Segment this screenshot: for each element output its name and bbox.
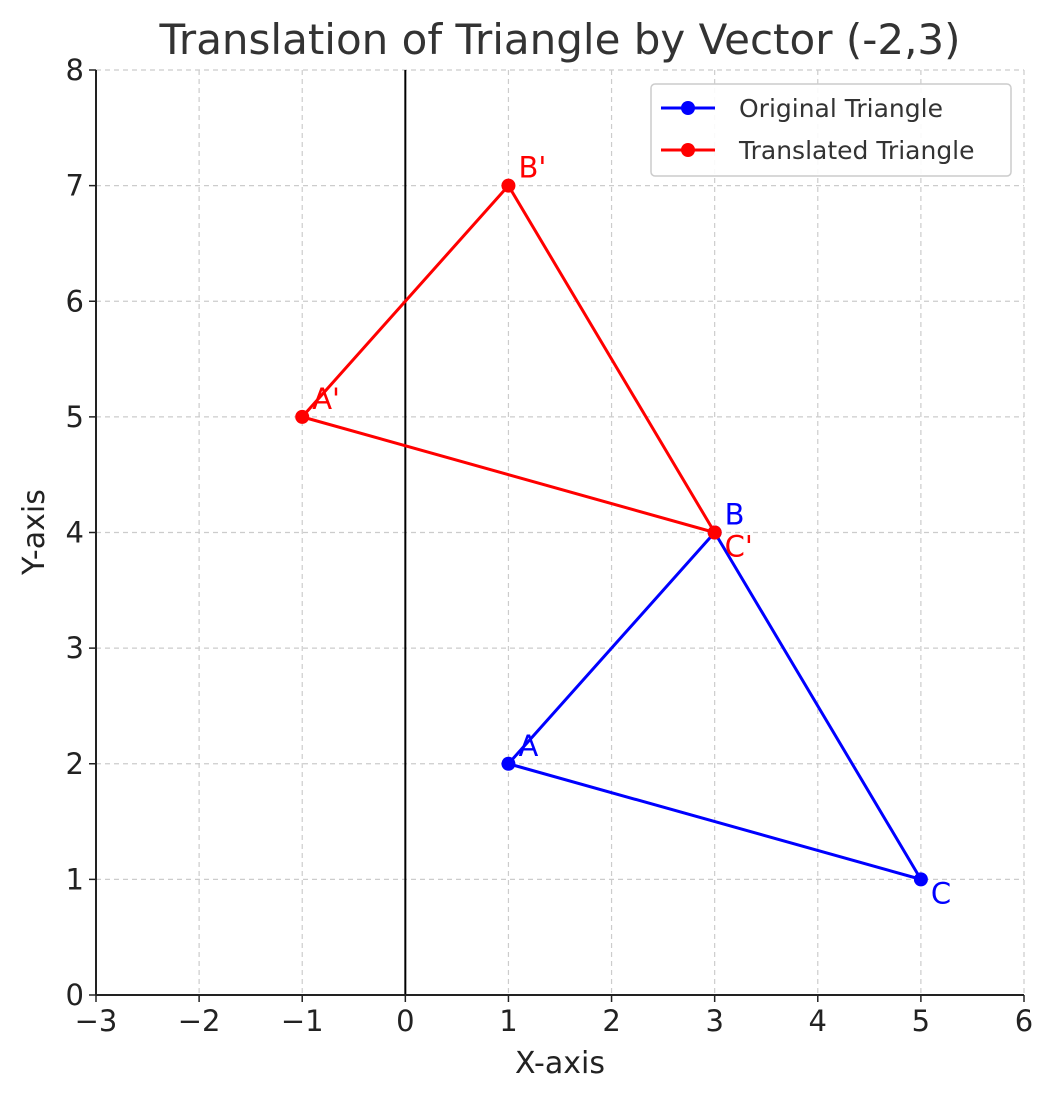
x-tick-label-1: −2 bbox=[178, 1004, 221, 1038]
legend-box bbox=[650, 83, 1012, 177]
y-tick-label-3: 3 bbox=[66, 631, 84, 665]
y-tick-label-0: 0 bbox=[66, 978, 84, 1012]
y-tick-label-6: 6 bbox=[66, 284, 84, 318]
y-tick-label-7: 7 bbox=[66, 169, 84, 203]
point-label-1-2: C' bbox=[725, 530, 753, 564]
x-tick-label-4: 1 bbox=[499, 1004, 517, 1038]
point-label-0-2: C bbox=[931, 876, 951, 910]
x-tick-label-6: 3 bbox=[705, 1004, 723, 1038]
series-layer: A B C A' B' C' bbox=[295, 151, 951, 910]
x-tick-label-9: 6 bbox=[1015, 1004, 1033, 1038]
x-axis-label: X-axis bbox=[515, 1046, 605, 1081]
point-label-1-0: A' bbox=[312, 382, 340, 416]
legend: Original Triangle Translated Triangle bbox=[650, 83, 1012, 177]
point-label-0-0: A bbox=[518, 729, 538, 763]
series-0-line bbox=[507, 531, 923, 881]
series-1-point-1 bbox=[501, 178, 516, 193]
legend-label-1: Translated Triangle bbox=[738, 136, 975, 165]
series-1-point-2 bbox=[707, 525, 722, 540]
series-1-line bbox=[301, 184, 717, 534]
y-tick-label-5: 5 bbox=[66, 400, 84, 434]
legend-marker-0 bbox=[681, 101, 695, 115]
y-tick-label-2: 2 bbox=[66, 747, 84, 781]
ticks: −3 −2 −1 0 1 2 3 4 5 6 0 1 2 3 4 5 6 7 8 bbox=[66, 53, 1034, 1038]
x-tick-label-3: 0 bbox=[396, 1004, 414, 1038]
point-label-1-1: B' bbox=[518, 151, 546, 185]
x-tick-label-7: 4 bbox=[809, 1004, 827, 1038]
series-1-point-0 bbox=[295, 409, 310, 424]
y-tick-label-8: 8 bbox=[66, 53, 84, 87]
series-1: A' B' C' bbox=[295, 151, 753, 564]
y-tick-label-4: 4 bbox=[66, 516, 84, 550]
chart-title: Translation of Triangle by Vector (-2,3) bbox=[158, 15, 960, 64]
x-tick-label-2: −1 bbox=[281, 1004, 324, 1038]
x-tick-label-8: 5 bbox=[912, 1004, 930, 1038]
series-0-point-0 bbox=[501, 756, 516, 771]
legend-label-0: Original Triangle bbox=[739, 94, 943, 123]
series-0-point-2 bbox=[913, 872, 928, 887]
y-axis-label: Y-axis bbox=[17, 489, 52, 576]
legend-marker-1 bbox=[681, 143, 695, 157]
x-tick-label-0: −3 bbox=[75, 1004, 118, 1038]
point-label-0-1: B bbox=[725, 498, 745, 532]
x-tick-label-5: 2 bbox=[602, 1004, 620, 1038]
y-tick-label-1: 1 bbox=[66, 862, 84, 896]
